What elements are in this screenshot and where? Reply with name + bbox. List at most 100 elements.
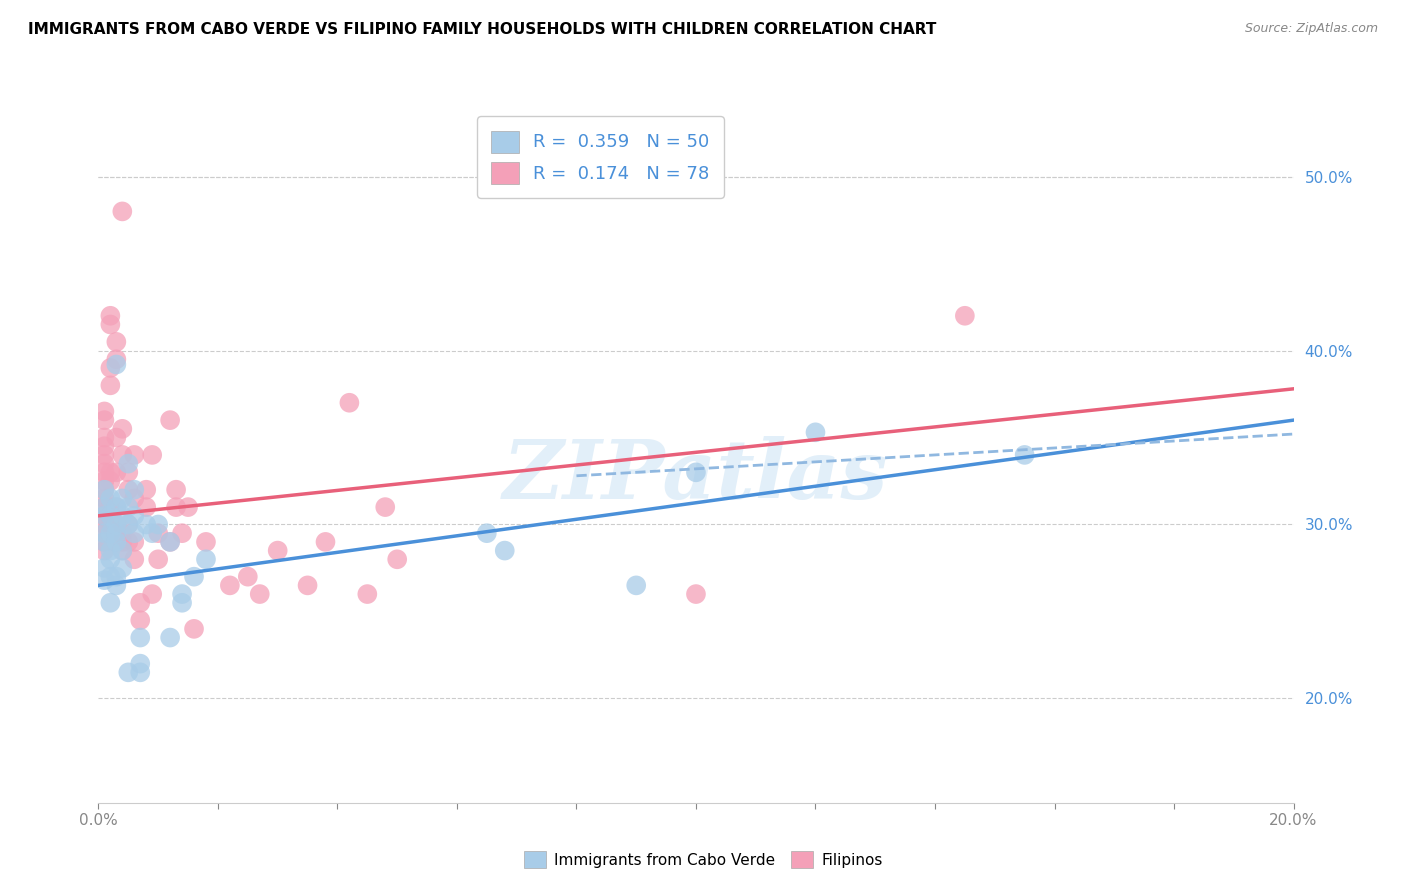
Point (117, 517, 139, 532)
Point (159, 535, 181, 549)
Point (141, 587, 163, 601)
Point (105, 500, 128, 514)
Point (148, 526, 170, 541)
Point (111, 491, 134, 506)
Point (105, 517, 128, 532)
Point (93, 413, 115, 427)
Point (93, 517, 115, 532)
Point (356, 587, 378, 601)
Point (195, 535, 218, 549)
Point (117, 466, 139, 480)
Point (105, 526, 128, 541)
Point (297, 578, 319, 592)
Point (267, 543, 290, 558)
Point (626, 578, 648, 592)
Point (93, 543, 115, 558)
Point (105, 535, 128, 549)
Point (105, 352, 128, 367)
Point (93, 439, 115, 453)
Point (111, 543, 134, 558)
Point (117, 500, 139, 514)
Point (105, 535, 128, 549)
Point (172, 596, 194, 610)
Point (105, 431, 128, 445)
Point (93, 526, 115, 541)
Point (172, 526, 194, 541)
Point (105, 517, 128, 532)
Point (117, 535, 139, 549)
Point (804, 425, 827, 440)
Point (105, 526, 128, 541)
Point (93, 573, 115, 587)
Point (93, 500, 115, 514)
Point (124, 526, 146, 541)
Point (219, 578, 242, 592)
Point (105, 358, 128, 372)
Point (135, 483, 157, 497)
Point (124, 552, 146, 566)
Legend: Immigrants from Cabo Verde, Filipinos: Immigrants from Cabo Verde, Filipinos (516, 844, 890, 875)
Point (148, 517, 170, 532)
Point (93, 535, 115, 549)
Point (100, 466, 122, 480)
Point (124, 448, 146, 462)
Point (315, 535, 337, 549)
Point (93, 483, 115, 497)
Text: IMMIGRANTS FROM CABO VERDE VS FILIPINO FAMILY HOUSEHOLDS WITH CHILDREN CORRELATI: IMMIGRANTS FROM CABO VERDE VS FILIPINO F… (28, 22, 936, 37)
Point (236, 570, 259, 584)
Point (93, 508, 115, 523)
Point (105, 334, 128, 349)
Point (105, 466, 128, 480)
Point (129, 631, 152, 645)
Point (100, 360, 122, 375)
Point (165, 500, 187, 514)
Point (129, 657, 152, 671)
Text: Source: ZipAtlas.com: Source: ZipAtlas.com (1244, 22, 1378, 36)
Point (93, 431, 115, 445)
Point (159, 535, 181, 549)
Point (100, 491, 122, 506)
Point (374, 500, 396, 514)
Point (159, 413, 181, 427)
Point (100, 526, 122, 541)
Point (111, 561, 134, 575)
Point (117, 517, 139, 532)
Point (100, 570, 122, 584)
Point (100, 517, 122, 532)
Point (183, 570, 205, 584)
Point (100, 552, 122, 566)
Point (93, 535, 115, 549)
Point (129, 613, 152, 627)
Point (105, 570, 128, 584)
Point (100, 318, 122, 332)
Point (100, 474, 122, 488)
Point (141, 448, 163, 462)
Point (93, 483, 115, 497)
Point (100, 543, 122, 558)
Point (159, 631, 181, 645)
Point (93, 526, 115, 541)
Point (117, 457, 139, 471)
Point (135, 500, 157, 514)
Point (100, 508, 122, 523)
Point (183, 622, 205, 636)
Point (475, 526, 498, 541)
Point (1014, 448, 1036, 462)
Point (93, 508, 115, 523)
Point (494, 543, 516, 558)
Point (100, 508, 122, 523)
Point (100, 309, 122, 323)
Point (111, 535, 134, 549)
Point (93, 491, 115, 506)
Point (93, 561, 115, 575)
Point (165, 483, 187, 497)
Point (339, 396, 360, 410)
Point (111, 204, 134, 219)
Point (105, 500, 128, 514)
Point (129, 665, 152, 680)
Legend: R =  0.359   N = 50, R =  0.174   N = 78: R = 0.359 N = 50, R = 0.174 N = 78 (477, 116, 724, 198)
Point (135, 517, 157, 532)
Point (141, 526, 163, 541)
Point (385, 552, 409, 566)
Point (124, 491, 146, 506)
